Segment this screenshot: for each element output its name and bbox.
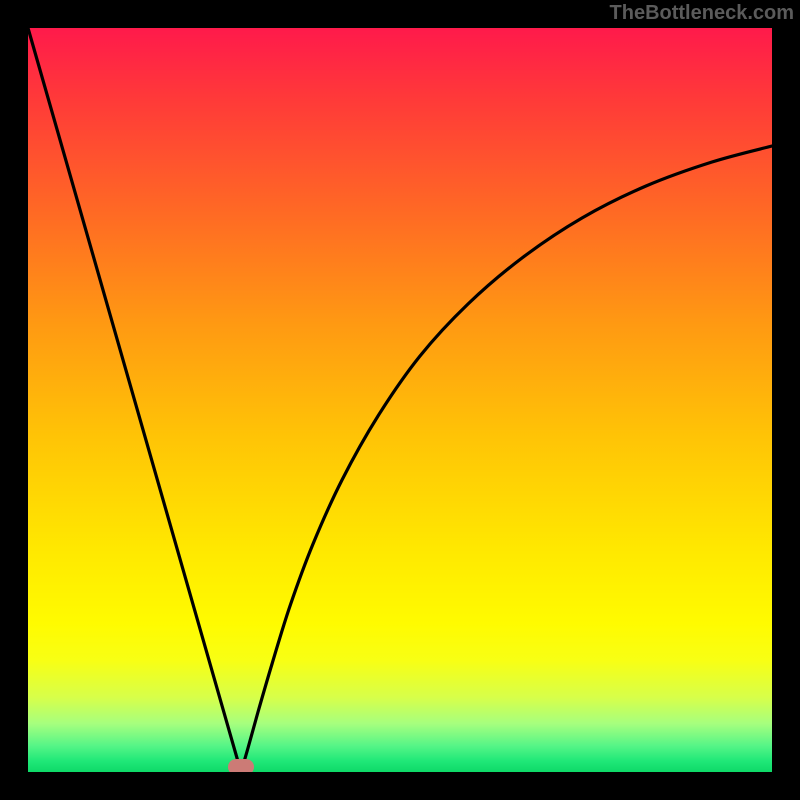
plot-area: [28, 28, 772, 772]
right-curve: [241, 146, 772, 772]
optimum-marker: [228, 759, 254, 772]
left-curve: [28, 28, 241, 772]
watermark-text: TheBottleneck.com: [610, 2, 794, 25]
chart-container: TheBottleneck.com: [0, 0, 800, 800]
curve-overlay: [28, 28, 772, 772]
